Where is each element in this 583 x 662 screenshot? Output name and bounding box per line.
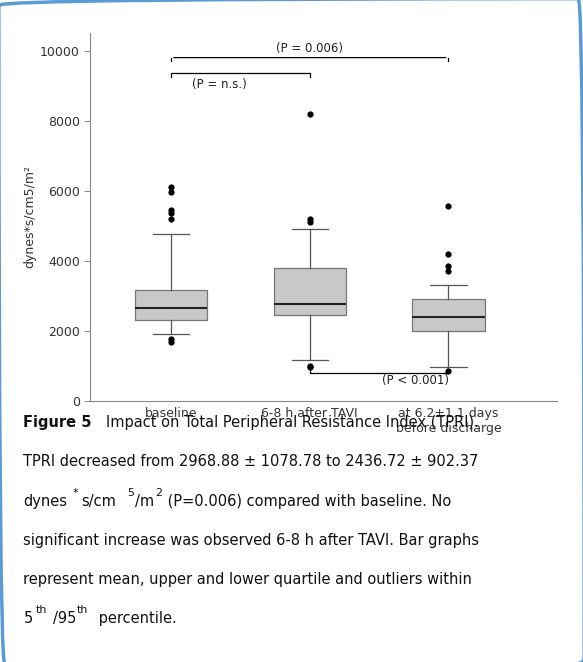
Text: 5: 5 bbox=[127, 487, 134, 498]
Text: 5: 5 bbox=[23, 611, 33, 626]
Text: s/cm: s/cm bbox=[81, 494, 116, 508]
Text: Figure 5: Figure 5 bbox=[23, 415, 97, 430]
Text: (P = 0.006): (P = 0.006) bbox=[276, 42, 343, 55]
Text: dynes: dynes bbox=[23, 494, 67, 508]
Text: Impact on Total Peripheral Resistance Index (TPRI).: Impact on Total Peripheral Resistance In… bbox=[107, 415, 479, 430]
Y-axis label: dynes*s/cm5/m²: dynes*s/cm5/m² bbox=[23, 166, 36, 268]
Text: (P < 0.001): (P < 0.001) bbox=[382, 374, 449, 387]
Text: /m: /m bbox=[135, 494, 154, 508]
Text: significant increase was observed 6-8 h after TAVI. Bar graphs: significant increase was observed 6-8 h … bbox=[23, 533, 479, 547]
Bar bbox=[135, 290, 207, 320]
Text: (P=0.006) compared with baseline. No: (P=0.006) compared with baseline. No bbox=[163, 494, 451, 508]
Text: th: th bbox=[36, 605, 47, 615]
Text: *: * bbox=[73, 487, 78, 498]
Text: TPRI decreased from 2968.88 ± 1078.78 to 2436.72 ± 902.37: TPRI decreased from 2968.88 ± 1078.78 to… bbox=[23, 454, 479, 469]
Bar bbox=[273, 268, 346, 314]
Text: 2: 2 bbox=[155, 487, 162, 498]
Text: represent mean, upper and lower quartile and outliers within: represent mean, upper and lower quartile… bbox=[23, 572, 472, 587]
Text: percentile.: percentile. bbox=[94, 611, 177, 626]
Bar bbox=[412, 299, 484, 330]
Text: /95: /95 bbox=[53, 611, 76, 626]
Text: th: th bbox=[77, 605, 89, 615]
Text: (P = n.s.): (P = n.s.) bbox=[192, 78, 247, 91]
